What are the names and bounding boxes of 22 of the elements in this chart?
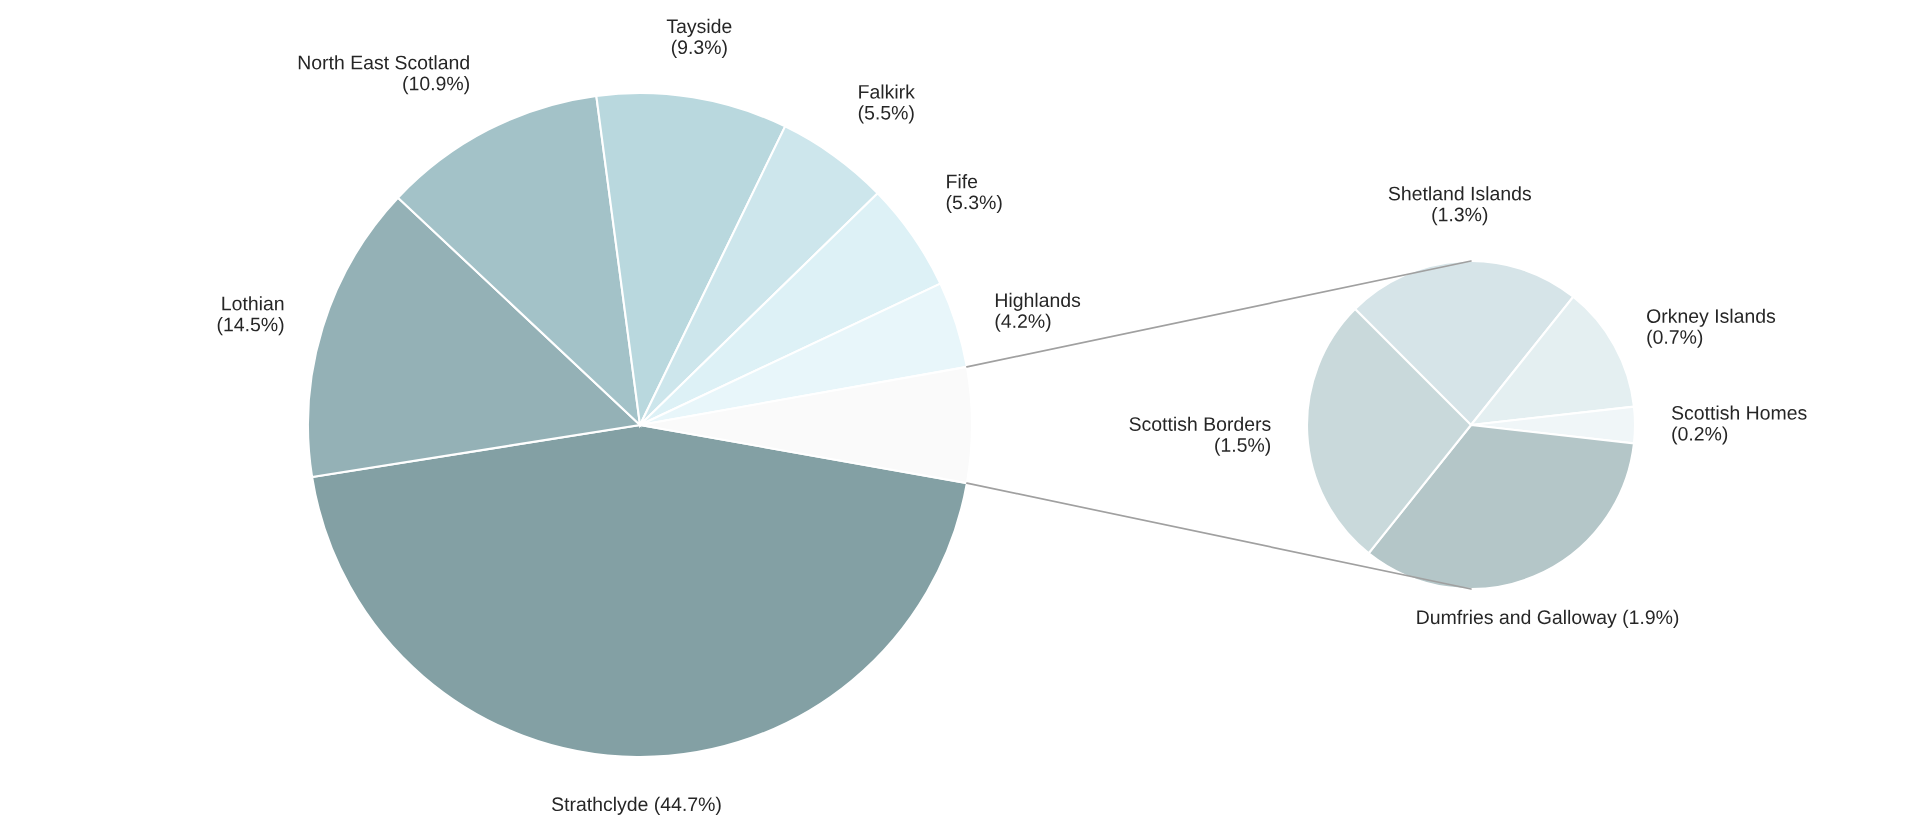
slice-label: Scottish Borders xyxy=(1129,416,1271,431)
slice-label: Tayside xyxy=(666,18,732,37)
slice-label: Shetland Islands xyxy=(1388,186,1531,201)
data-label: (9.3%) xyxy=(671,39,727,58)
data-label: (1.5%) xyxy=(1215,437,1271,456)
slice-label: Falkirk xyxy=(859,84,915,99)
data-label: (5.3%) xyxy=(946,194,1002,214)
slice-label: Dumfries and Galloway (1.9%) xyxy=(1417,609,1679,628)
data-label: (5.5%) xyxy=(858,105,914,124)
data-label: (0.7%) xyxy=(1647,329,1703,348)
data-label: (14.5%) xyxy=(217,317,284,336)
slice-label: Scottish Homes xyxy=(1671,405,1807,420)
data-label: (1.3%) xyxy=(1432,207,1488,226)
slice-label: North East Scotland xyxy=(298,55,469,70)
slice-label: Orkney Islands xyxy=(1647,308,1776,327)
slice-label: Lothian xyxy=(222,296,284,311)
slice-label: Strathclyde (44.7%) xyxy=(552,796,721,815)
slice-label: Fife xyxy=(947,174,978,189)
slice-label: Highlands xyxy=(995,292,1081,311)
data-label: (10.9%) xyxy=(403,76,469,95)
data-label: (4.2%) xyxy=(995,313,1051,332)
data-label: (0.2%) xyxy=(1672,426,1728,445)
